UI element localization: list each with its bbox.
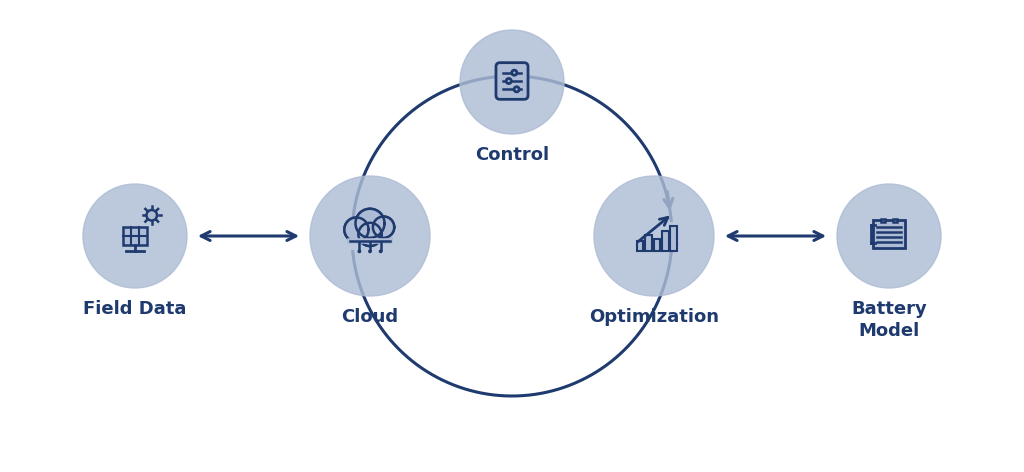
- Bar: [123, 227, 147, 245]
- Text: Cloud: Cloud: [341, 308, 398, 326]
- Bar: [637, 241, 643, 251]
- Circle shape: [358, 223, 382, 246]
- Circle shape: [358, 223, 382, 246]
- Bar: [349, 229, 390, 242]
- Circle shape: [380, 250, 382, 253]
- Bar: [645, 236, 652, 251]
- Circle shape: [369, 250, 372, 253]
- Circle shape: [355, 209, 385, 238]
- Circle shape: [310, 176, 430, 296]
- Bar: [893, 219, 897, 222]
- Circle shape: [344, 218, 369, 242]
- Circle shape: [514, 87, 519, 92]
- Bar: [881, 219, 886, 222]
- Text: Control: Control: [475, 146, 549, 164]
- FancyBboxPatch shape: [350, 228, 389, 241]
- Circle shape: [355, 209, 385, 238]
- Text: Field Data: Field Data: [83, 300, 186, 318]
- Circle shape: [344, 218, 369, 242]
- Text: Optimization: Optimization: [589, 308, 719, 326]
- Circle shape: [512, 70, 517, 75]
- Circle shape: [146, 210, 157, 220]
- Circle shape: [837, 184, 941, 288]
- FancyBboxPatch shape: [873, 220, 905, 247]
- Bar: [662, 231, 669, 251]
- FancyBboxPatch shape: [496, 63, 528, 99]
- Circle shape: [506, 78, 511, 84]
- Circle shape: [358, 250, 360, 253]
- Circle shape: [594, 176, 714, 296]
- Bar: [653, 239, 660, 251]
- Bar: [671, 226, 677, 251]
- Circle shape: [373, 217, 394, 238]
- Circle shape: [83, 184, 187, 288]
- Text: Battery
Model: Battery Model: [851, 300, 927, 340]
- Circle shape: [460, 30, 564, 134]
- Circle shape: [373, 217, 394, 238]
